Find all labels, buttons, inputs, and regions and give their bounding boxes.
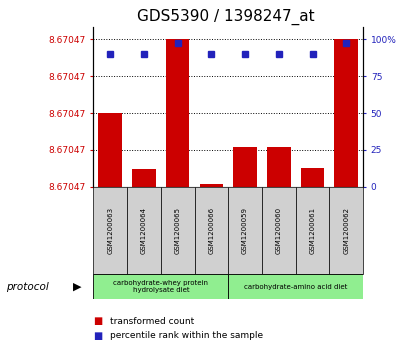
Text: GSM1200062: GSM1200062 [343, 207, 349, 254]
Text: GSM1200061: GSM1200061 [310, 207, 315, 254]
FancyBboxPatch shape [330, 187, 363, 274]
Text: GSM1200064: GSM1200064 [141, 207, 147, 254]
Text: GSM1200059: GSM1200059 [242, 207, 248, 254]
Text: GSM1200066: GSM1200066 [208, 207, 215, 254]
Text: ▶: ▶ [73, 282, 81, 292]
FancyBboxPatch shape [93, 187, 127, 274]
Text: percentile rank within the sample: percentile rank within the sample [110, 331, 263, 340]
Bar [166, 39, 190, 187]
Bar [301, 168, 325, 187]
FancyBboxPatch shape [262, 187, 295, 274]
FancyBboxPatch shape [228, 274, 363, 299]
Text: GDS5390 / 1398247_at: GDS5390 / 1398247_at [137, 9, 315, 25]
FancyBboxPatch shape [127, 187, 161, 274]
Text: ■: ■ [93, 316, 103, 326]
Bar [98, 113, 122, 187]
Bar [334, 39, 358, 187]
Text: ■: ■ [93, 331, 103, 341]
FancyBboxPatch shape [228, 187, 262, 274]
FancyBboxPatch shape [93, 274, 228, 299]
FancyBboxPatch shape [161, 187, 195, 274]
FancyBboxPatch shape [295, 187, 330, 274]
Bar [267, 147, 290, 187]
FancyBboxPatch shape [195, 187, 228, 274]
Bar [233, 147, 257, 187]
Text: transformed count: transformed count [110, 317, 194, 326]
Text: carbohydrate-amino acid diet: carbohydrate-amino acid diet [244, 284, 347, 290]
Bar [200, 184, 223, 187]
Text: GSM1200063: GSM1200063 [107, 207, 113, 254]
Text: protocol: protocol [6, 282, 49, 292]
Text: carbohydrate-whey protein
hydrolysate diet: carbohydrate-whey protein hydrolysate di… [113, 280, 208, 293]
Bar [132, 169, 156, 187]
Text: GSM1200065: GSM1200065 [175, 207, 181, 254]
Text: GSM1200060: GSM1200060 [276, 207, 282, 254]
